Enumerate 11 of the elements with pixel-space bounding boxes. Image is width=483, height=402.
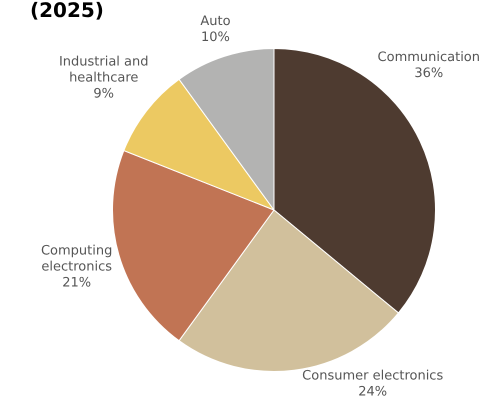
slice-label: Industrial and healthcare — [58, 54, 149, 86]
slice-label: Computing electronics — [40, 244, 112, 275]
data-label: 24% — [358, 384, 388, 400]
data-label: 10% — [200, 30, 230, 46]
slice-label: Auto — [200, 14, 231, 30]
data-label: 36% — [414, 66, 444, 81]
slice-label: Consumer electronics — [302, 368, 444, 384]
data-label: 9% — [93, 86, 114, 102]
chart-title: (2025) — [30, 0, 104, 22]
slice-label: Communication — [378, 50, 480, 65]
data-label: 21% — [62, 276, 92, 291]
